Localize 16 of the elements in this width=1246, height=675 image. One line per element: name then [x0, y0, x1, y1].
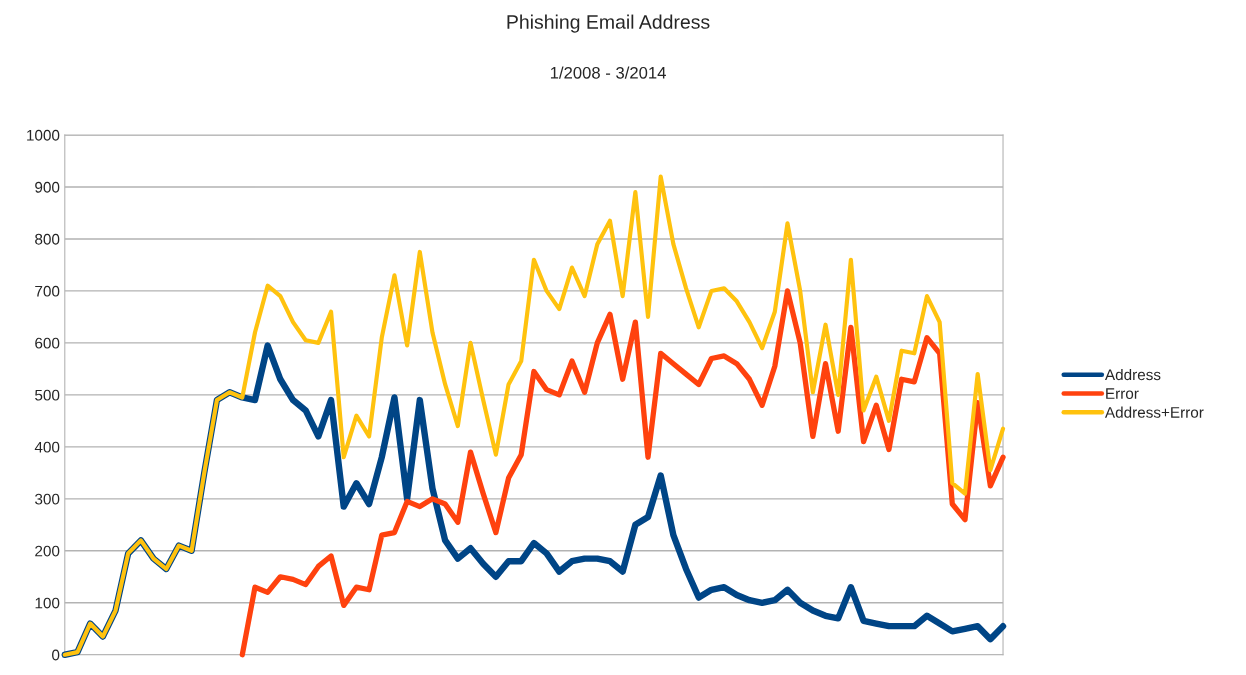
y-tick-label: 600 — [35, 337, 60, 349]
y-tick-label: 500 — [35, 389, 60, 401]
legend-label: Error — [1106, 388, 1139, 399]
y-tick-label: 0 — [52, 649, 60, 661]
legend-label: Address+Error — [1104, 406, 1204, 418]
y-tick-label: 300 — [35, 493, 60, 505]
y-tick-label: 400 — [34, 441, 60, 453]
chart-subtitle: 1/2008 - 3/2014 — [550, 66, 666, 79]
y-tick-label: 200 — [35, 545, 60, 557]
y-tick-label: 700 — [35, 285, 60, 297]
y-tick-label: 100 — [35, 597, 60, 609]
y-tick-label: 800 — [35, 233, 60, 245]
y-tick-label: 900 — [35, 181, 60, 193]
y-tick-label: 1000 — [27, 129, 60, 141]
chart-title: Phishing Email Address — [507, 14, 710, 33]
legend-label: Address — [1104, 368, 1161, 381]
